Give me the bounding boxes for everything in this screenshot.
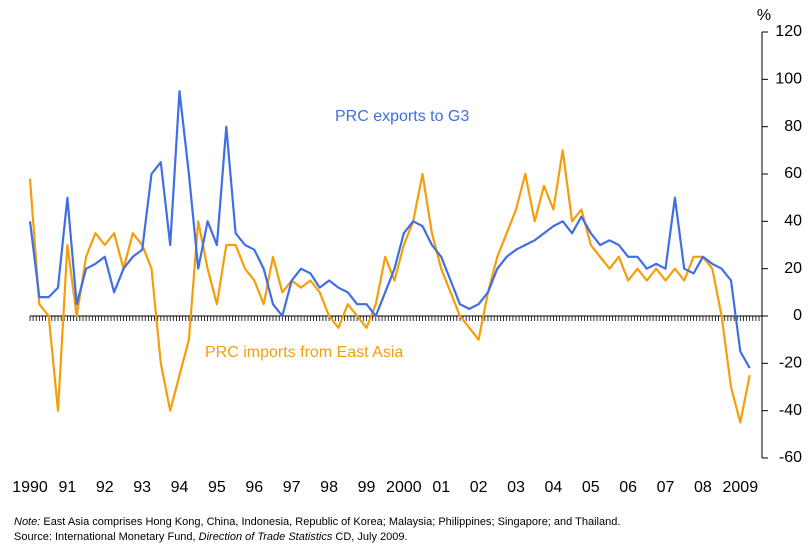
y-tick-label: 100 — [775, 71, 802, 88]
x-tick-label: 01 — [432, 479, 450, 496]
x-tick-label: 02 — [470, 479, 488, 496]
annotation: PRC imports from East Asia — [205, 344, 403, 361]
x-tick-label: 98 — [320, 479, 338, 496]
source-prefix: Source: International Monetary Fund, — [14, 531, 199, 543]
x-tick-label: 91 — [58, 479, 76, 496]
y-tick-label: 60 — [784, 165, 802, 182]
x-tick-label: 08 — [694, 479, 712, 496]
x-tick-label: 93 — [133, 479, 151, 496]
annotation: PRC exports to G3 — [335, 108, 469, 125]
x-tick-label: 07 — [657, 479, 675, 496]
series-line — [28, 90, 751, 369]
series-line — [28, 149, 751, 424]
x-tick-label: 03 — [507, 479, 525, 496]
y-tick-label: -20 — [779, 355, 802, 372]
x-tick-label: 96 — [245, 479, 263, 496]
x-tick-label: 05 — [582, 479, 600, 496]
y-tick-label: 40 — [784, 213, 802, 230]
source-suffix: CD, July 2009. — [332, 531, 407, 543]
note-text: East Asia comprises Hong Kong, China, In… — [40, 516, 620, 528]
x-tick-label: 97 — [283, 479, 301, 496]
x-tick-label: 2009 — [723, 479, 759, 496]
x-tick-label: 04 — [544, 479, 562, 496]
x-tick-label: 95 — [208, 479, 226, 496]
y-tick-label: 120 — [775, 23, 802, 40]
x-tick-label: 99 — [358, 479, 376, 496]
y-axis-label: % — [757, 7, 771, 24]
y-tick-label: 0 — [793, 307, 802, 324]
source: Source: International Monetary Fund, Dir… — [14, 531, 408, 543]
x-tick-label: 1990 — [12, 479, 48, 496]
y-tick-label: 20 — [784, 260, 802, 277]
x-tick-label: 94 — [171, 479, 189, 496]
x-tick-label: 92 — [96, 479, 114, 496]
note-label: Note: — [14, 516, 40, 528]
note: Note: East Asia comprises Hong Kong, Chi… — [14, 516, 620, 528]
y-tick-label: 80 — [784, 118, 802, 135]
y-tick-label: -40 — [779, 402, 802, 419]
source-title: Direction of Trade Statistics — [199, 531, 333, 543]
y-tick-label: -60 — [779, 449, 802, 466]
x-tick-label: 06 — [619, 479, 637, 496]
x-tick-label: 2000 — [386, 479, 422, 496]
